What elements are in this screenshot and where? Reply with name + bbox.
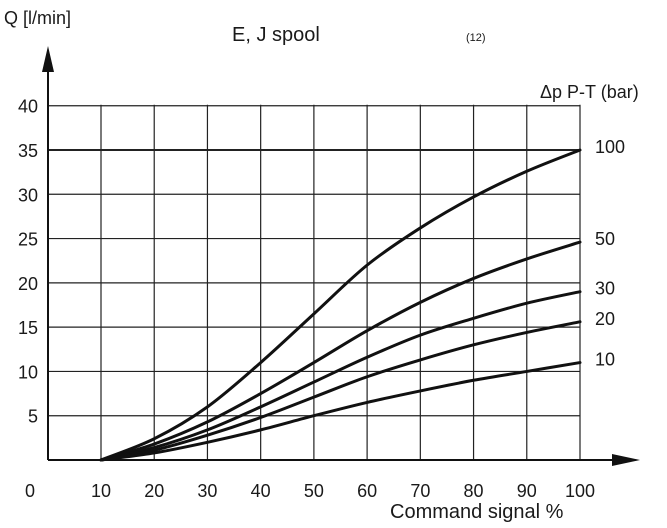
x-axis-arrow (612, 454, 640, 466)
y-axis-arrow (42, 46, 54, 72)
series-group (99, 148, 582, 462)
y-tick-label: 30 (18, 185, 38, 205)
series-line-20 (99, 320, 582, 462)
x-axis-label: Command signal % (390, 501, 564, 523)
x-tick-label: 0 (25, 481, 35, 501)
series-label-50: 50 (595, 229, 615, 249)
y-tick-label: 40 (18, 97, 38, 117)
x-tick-label: 30 (197, 481, 217, 501)
legend-title: Δp P-T (bar) (540, 82, 639, 102)
series-labels: 100 50 30 20 10 (595, 137, 625, 370)
x-tick-label: 100 (565, 481, 595, 501)
y-tick-label: 10 (18, 362, 38, 382)
x-tick-label: 50 (304, 481, 324, 501)
x-tick-label: 60 (357, 481, 377, 501)
y-tick-label: 20 (18, 274, 38, 294)
x-tick-label: 80 (464, 481, 484, 501)
y-tick-label: 5 (28, 407, 38, 427)
series-label-30: 30 (595, 279, 615, 299)
y-axis-label: Q [l/min] (4, 8, 71, 28)
x-tick-label: 90 (517, 481, 537, 501)
x-tick-label: 20 (144, 481, 164, 501)
series-label-10: 10 (595, 350, 615, 370)
series-label-100: 100 (595, 137, 625, 157)
x-tick-label: 10 (91, 481, 111, 501)
axes (42, 46, 640, 466)
x-tick-label: 40 (251, 481, 271, 501)
series-label-20: 20 (595, 309, 615, 329)
series-line-100 (99, 148, 582, 462)
y-tick-label: 15 (18, 318, 38, 338)
chart-title: E, J spool (232, 24, 320, 46)
chart-note: (12) (466, 32, 486, 44)
x-tick-label: 70 (410, 481, 430, 501)
grid (48, 104, 581, 460)
y-tick-label: 25 (18, 230, 38, 250)
y-tick-label: 35 (18, 141, 38, 161)
tick-labels: 5 10 15 20 25 30 35 40 0 10 20 30 40 50 60 70 80 90 100 (18, 97, 595, 501)
series-line-50 (99, 240, 582, 462)
series-line-30 (99, 290, 582, 462)
series-line-10 (99, 361, 582, 462)
